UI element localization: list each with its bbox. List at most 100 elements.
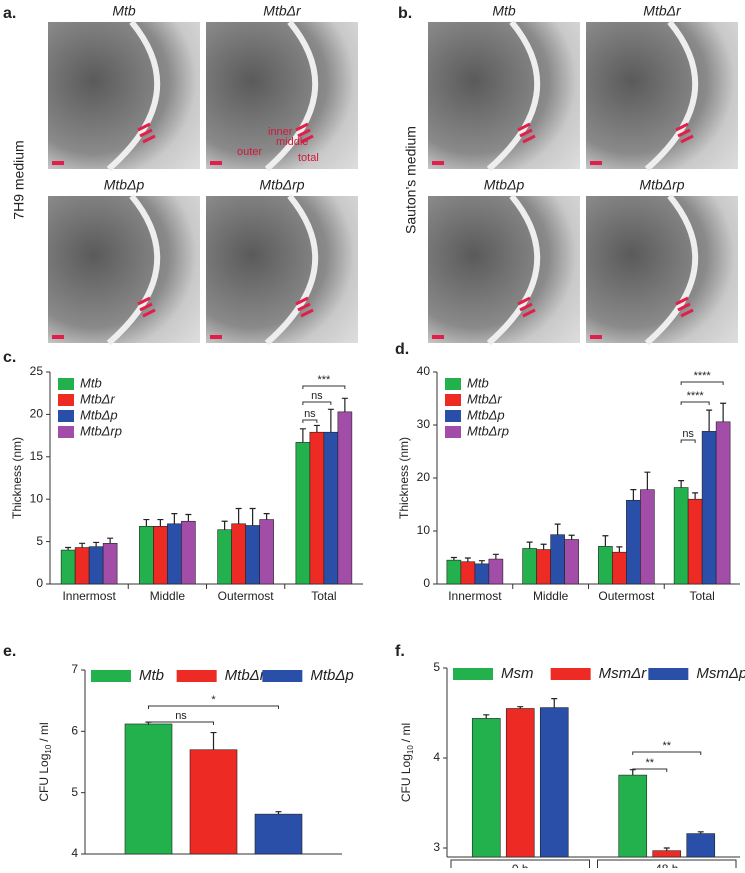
legend-swatch	[445, 378, 461, 390]
significance-label: ****	[687, 390, 705, 402]
scale-bar	[432, 335, 444, 339]
error-bar	[554, 523, 561, 535]
significance-label: **	[645, 757, 654, 769]
scale-bar	[432, 161, 444, 165]
bar	[640, 489, 655, 585]
bar	[181, 520, 196, 585]
error-bar	[678, 480, 685, 488]
error-bar	[644, 471, 651, 490]
x-tick-label: 48 h	[655, 862, 678, 868]
micrograph	[48, 196, 200, 343]
layer-annotation: total	[298, 152, 319, 164]
y-tick-label: 30	[417, 417, 431, 431]
bar	[522, 548, 537, 585]
x-tick-label: Innermost	[62, 589, 116, 603]
micrograph	[206, 22, 358, 169]
error-bar	[540, 543, 547, 550]
error-bar	[263, 513, 270, 520]
y-tick-label: 6	[71, 724, 78, 738]
bar	[564, 539, 579, 585]
image-title: MtbΔp	[484, 177, 525, 193]
cell-wall	[264, 194, 319, 346]
error-bar	[706, 409, 713, 432]
y-axis-label: Thickness (nm)	[397, 437, 411, 519]
y-label-main: CFU Log	[37, 754, 51, 802]
bar	[686, 833, 716, 858]
bar	[687, 498, 703, 585]
bar	[618, 774, 648, 858]
y-tick-label: 7	[71, 662, 78, 676]
significance-bracket	[632, 768, 668, 772]
cell-wall	[106, 20, 161, 172]
cell-wall	[644, 20, 699, 172]
significance-bracket	[632, 751, 702, 755]
bar	[88, 546, 104, 585]
significance-label: ns	[175, 710, 187, 722]
significance-bracket	[302, 385, 346, 389]
bar	[446, 559, 462, 585]
wall-marks	[295, 122, 314, 144]
x-tick-label: Outermost	[218, 589, 275, 603]
bar	[536, 549, 551, 585]
micrograph	[428, 22, 580, 169]
error-bar	[492, 553, 499, 560]
error-bar	[171, 513, 178, 524]
error-bar	[299, 428, 306, 443]
legend-label: MtbΔrp	[80, 423, 122, 438]
x-tick-label: Outermost	[598, 589, 655, 603]
legend-swatch	[445, 410, 461, 422]
error-bar	[65, 546, 72, 551]
legend-label: MtbΔp	[310, 667, 353, 684]
y-tick-label: 20	[417, 470, 431, 484]
significance-bracket	[302, 401, 332, 405]
error-bar	[143, 518, 150, 527]
error-bar	[464, 557, 471, 562]
scale-bar	[210, 161, 222, 165]
bar	[471, 718, 501, 858]
bar	[102, 542, 118, 585]
error-bar	[221, 520, 228, 530]
y-tick-label: 4	[71, 846, 78, 860]
significance-label: **	[662, 740, 671, 752]
cell-wall	[106, 194, 161, 346]
micrograph	[586, 196, 738, 343]
significance-label: *	[211, 694, 216, 706]
wall-marks	[675, 296, 694, 318]
bar	[505, 708, 535, 858]
legend-swatch	[445, 394, 461, 406]
cell-wall	[644, 194, 699, 346]
cell-wall	[486, 20, 541, 172]
error-bar	[526, 541, 533, 549]
legend-label: MtbΔp	[467, 407, 505, 422]
error-bar	[327, 408, 334, 433]
bar	[189, 749, 238, 855]
bar	[309, 431, 325, 585]
error-bar	[720, 402, 727, 422]
image-title: MtbΔr	[263, 3, 302, 19]
panel-label: a.	[3, 5, 16, 22]
bar	[295, 442, 311, 585]
y-label-unit: / ml	[399, 723, 413, 742]
panel-label: b.	[398, 5, 412, 22]
significance-bracket	[680, 381, 724, 385]
x-tick-label: 0 h	[512, 862, 529, 868]
y-tick-label: 10	[417, 523, 431, 537]
significance-bracket	[148, 721, 214, 725]
bar	[673, 487, 689, 585]
y-label-unit: / ml	[37, 722, 51, 741]
bar	[474, 563, 490, 585]
legend-label: MsmΔr	[599, 665, 648, 682]
legend-label: MtbΔr	[467, 391, 502, 406]
y-axis-label: Thickness (nm)	[10, 437, 24, 519]
bar	[254, 813, 303, 855]
error-bar	[313, 424, 320, 433]
bar	[550, 534, 565, 585]
significance-bracket	[680, 439, 696, 443]
legend-swatch	[262, 670, 303, 682]
error-bar	[551, 698, 558, 708]
image-title: MtbΔp	[104, 177, 145, 193]
error-bar	[630, 489, 637, 501]
y-tick-label: 5	[36, 534, 43, 548]
image-title: Mtb	[112, 3, 136, 19]
